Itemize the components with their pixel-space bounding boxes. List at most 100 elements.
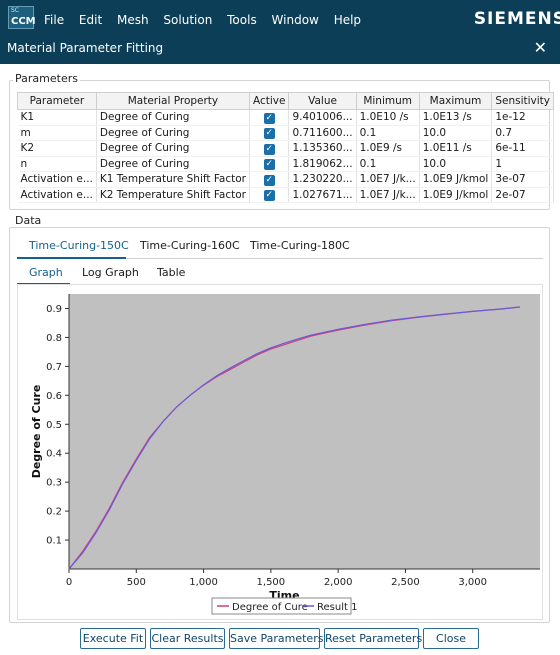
cell-minimum[interactable]: 1.0E9 /s — [356, 140, 420, 157]
cell-property[interactable]: Degree of Curing — [96, 125, 251, 141]
cell-sensitivity: 0.7 — [491, 125, 555, 141]
close-icon[interactable]: ✕ — [533, 38, 547, 57]
cell-property[interactable]: Degree of Curing — [96, 156, 251, 172]
col-header-maximum[interactable]: Maximum — [418, 92, 493, 110]
tab-table[interactable]: Table — [157, 266, 186, 279]
app-logo-sup: SC — [11, 7, 19, 14]
cell-active: ✓ — [249, 109, 290, 126]
cell-value[interactable]: 0.711600... — [288, 125, 357, 141]
menu-help[interactable]: Help — [333, 13, 362, 27]
y-tick-label: 0.7 — [46, 362, 62, 373]
y-tick-label: 0.8 — [46, 333, 62, 344]
col-header-value[interactable]: Value — [288, 92, 357, 110]
cell-active: ✓ — [249, 125, 290, 141]
cell-maximum[interactable]: 10.0 — [419, 125, 493, 141]
cell-value[interactable]: 1.819062... — [288, 156, 357, 172]
cell-active: ✓ — [249, 171, 290, 188]
cell-parameter[interactable]: n — [17, 156, 97, 172]
cell-parameter[interactable]: K2 — [17, 140, 97, 157]
cell-parameter[interactable]: m — [17, 125, 97, 141]
cell-value[interactable]: 1.230220... — [288, 171, 357, 188]
cell-sensitivity: 1 — [491, 156, 555, 172]
cell-maximum[interactable]: 1.0E9 J/kmol — [419, 171, 493, 188]
dataset-tab-indicator — [17, 257, 126, 259]
menu-window[interactable]: Window — [271, 13, 319, 27]
col-header-parameter[interactable]: Parameter — [17, 92, 97, 110]
cell-parameter[interactable]: Activation e... — [17, 171, 97, 188]
cell-value[interactable]: 9.401006... — [288, 109, 357, 126]
reset-parameters-button[interactable]: Reset Parameters — [324, 628, 422, 649]
cell-minimum[interactable]: 0.1 — [356, 156, 420, 172]
tab-dataset-180c[interactable]: Time-Curing-180C — [250, 239, 350, 252]
menu-solution[interactable]: Solution — [163, 13, 213, 27]
x-tick-label: 2,000 — [324, 577, 353, 588]
tab-dataset-160c[interactable]: Time-Curing-160C — [140, 239, 240, 252]
tab-log-graph[interactable]: Log Graph — [82, 266, 139, 279]
table-row[interactable]: K1 Degree of Curing ✓ 9.401006... 1.0E10… — [17, 109, 555, 126]
table-row[interactable]: m Degree of Curing ✓ 0.711600... 0.1 10.… — [17, 125, 555, 141]
data-group — [9, 227, 550, 623]
dataset-tabs-divider — [17, 258, 543, 259]
clear-results-button[interactable]: Clear Results — [150, 628, 225, 649]
menu-mesh[interactable]: Mesh — [117, 13, 149, 27]
x-tick-label: 1,000 — [189, 577, 218, 588]
table-row[interactable]: Activation e... K2 Temperature Shift Fac… — [17, 187, 555, 203]
cell-active: ✓ — [249, 187, 290, 203]
menu-tools[interactable]: Tools — [227, 13, 257, 27]
y-tick-label: 0.5 — [46, 420, 62, 431]
chart-container: 0 500 1,000 1,500 2,000 2,500 3,000 0.1 0.2 0.3 0.… — [17, 284, 543, 620]
cell-property[interactable]: Degree of Curing — [96, 109, 251, 126]
table-row[interactable]: K2 Degree of Curing ✓ 1.135360... 1.0E9 … — [17, 140, 555, 157]
parameters-table: Parameter Material Property Active Value… — [17, 92, 555, 203]
tab-dataset-150c[interactable]: Time-Curing-150C — [29, 239, 129, 252]
active-checkbox[interactable]: ✓ — [263, 159, 275, 171]
cell-property[interactable]: K2 Temperature Shift Factor — [96, 187, 251, 203]
cell-value[interactable]: 1.135360... — [288, 140, 357, 157]
cell-property[interactable]: K1 Temperature Shift Factor — [96, 171, 251, 188]
col-header-material-property[interactable]: Material Property — [95, 92, 251, 110]
cell-maximum[interactable]: 1.0E11 /s — [419, 140, 493, 157]
close-button[interactable]: Close — [423, 628, 479, 649]
legend-label: Result 1 — [317, 602, 357, 613]
active-checkbox[interactable]: ✓ — [263, 190, 275, 202]
cell-maximum[interactable]: 1.0E13 /s — [419, 109, 493, 126]
table-row[interactable]: n Degree of Curing ✓ 1.819062... 0.1 10.… — [17, 156, 555, 172]
tab-graph[interactable]: Graph — [29, 266, 63, 279]
col-header-sensitivity[interactable]: Sensitivity — [491, 92, 555, 110]
active-checkbox[interactable]: ✓ — [263, 143, 275, 155]
table-row[interactable]: Activation e... K1 Temperature Shift Fac… — [17, 171, 555, 188]
cell-parameter[interactable]: Activation e... — [17, 187, 97, 203]
dialog-title: Material Parameter Fitting — [7, 41, 164, 55]
cell-minimum[interactable]: 1.0E7 J/k... — [356, 171, 420, 188]
cell-minimum[interactable]: 1.0E7 J/k... — [356, 187, 420, 203]
cell-minimum[interactable]: 1.0E10 /s — [356, 109, 420, 126]
degree-of-cure-chart: 0 500 1,000 1,500 2,000 2,500 3,000 0.1 0.2 0.3 0.… — [30, 294, 540, 615]
legend-label: Degree of Cure — [232, 602, 308, 613]
cell-active: ✓ — [249, 156, 290, 172]
col-header-active[interactable]: Active — [248, 92, 290, 110]
cell-parameter[interactable]: K1 — [17, 109, 97, 126]
save-parameters-button[interactable]: Save Parameters — [229, 628, 323, 649]
active-checkbox[interactable]: ✓ — [263, 128, 275, 140]
app-menubar: SC CCM File Edit Mesh Solution Tools Win… — [0, 0, 560, 34]
menu-file[interactable]: File — [44, 13, 65, 27]
execute-fit-button[interactable]: Execute Fit — [80, 628, 146, 649]
cell-value[interactable]: 1.027671... — [288, 187, 357, 203]
plot-area — [69, 294, 540, 569]
active-checkbox[interactable]: ✓ — [263, 112, 275, 124]
cell-property[interactable]: Degree of Curing — [96, 140, 251, 157]
cell-sensitivity: 2e-07 — [491, 187, 555, 203]
cell-maximum[interactable]: 10.0 — [419, 156, 493, 172]
cell-minimum[interactable]: 0.1 — [356, 125, 420, 141]
col-header-minimum[interactable]: Minimum — [355, 92, 420, 110]
x-tick-label: 0 — [66, 577, 72, 588]
menu-edit[interactable]: Edit — [78, 13, 103, 27]
y-tick-label: 0.4 — [46, 449, 62, 460]
menu-list: File Edit Mesh Solution Tools Window Hel… — [44, 13, 372, 27]
y-tick-label: 0.9 — [46, 304, 62, 315]
cell-sensitivity: 3e-07 — [491, 171, 555, 188]
app-logo-text: CCM — [11, 16, 36, 27]
cell-maximum[interactable]: 1.0E9 J/kmol — [419, 187, 493, 203]
x-tick-label: 500 — [127, 577, 146, 588]
active-checkbox[interactable]: ✓ — [263, 174, 275, 186]
